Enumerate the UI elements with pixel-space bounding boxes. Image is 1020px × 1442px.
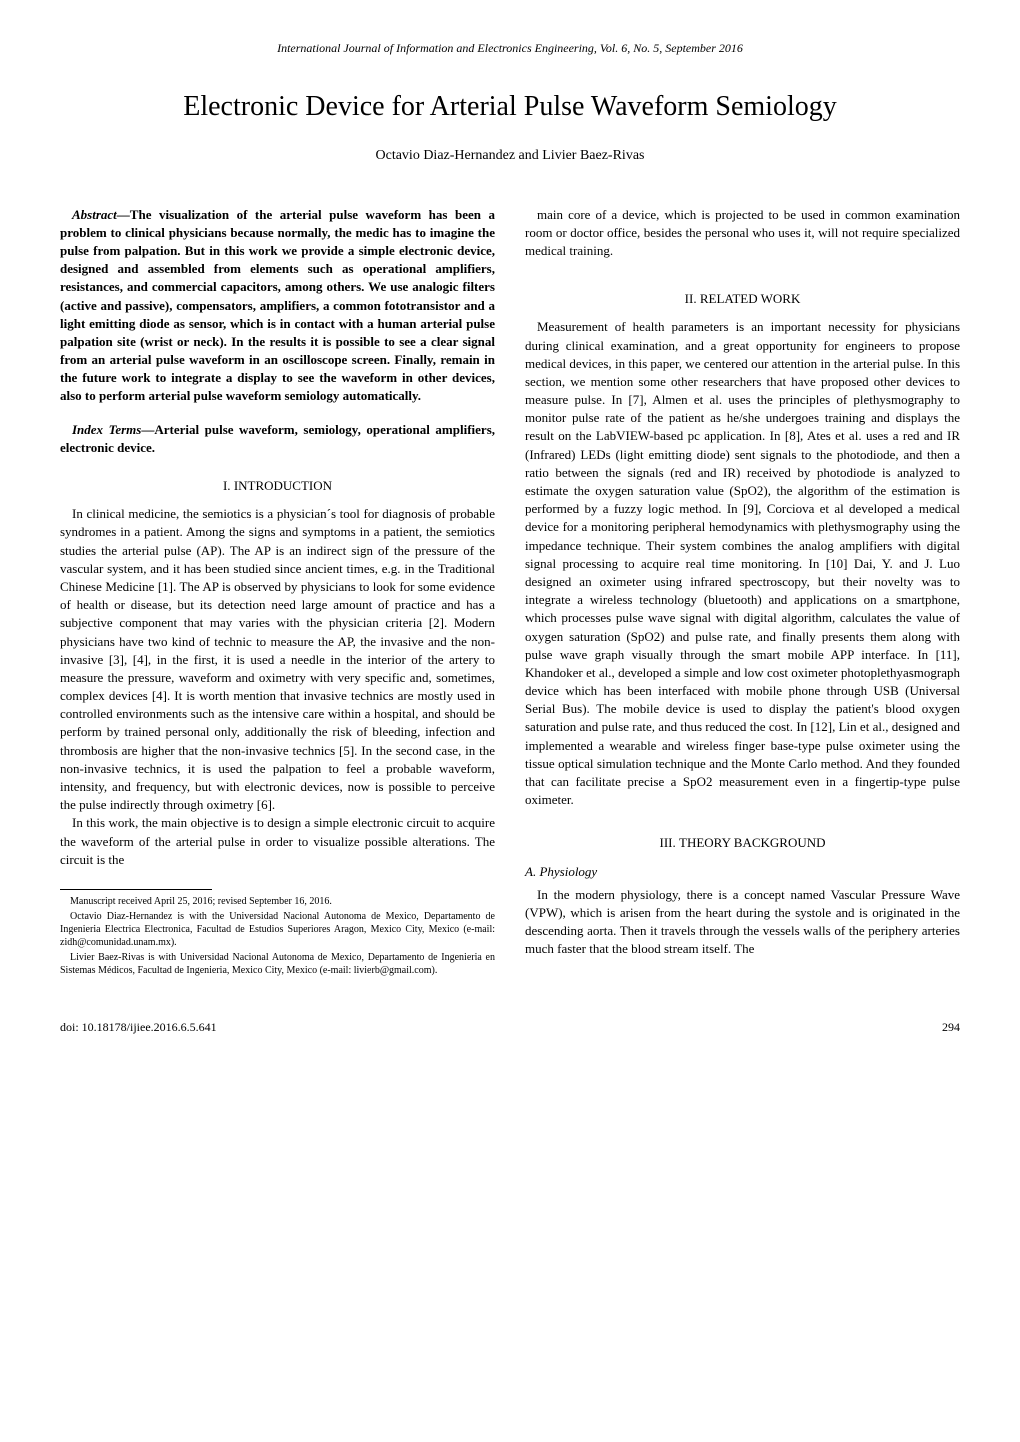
subsection-physiology: A. Physiology (525, 863, 960, 881)
footnote-author2: Livier Baez-Rivas is with Universidad Na… (60, 951, 495, 977)
doi-text: doi: 10.18178/ijiee.2016.6.5.641 (60, 1019, 217, 1036)
page-number: 294 (942, 1019, 960, 1036)
section-theory-heading: III. THEORY BACKGROUND (525, 834, 960, 852)
footnote-manuscript: Manuscript received April 25, 2016; revi… (60, 895, 495, 908)
section-title: INTRODUCTION (234, 478, 332, 493)
paper-title: Electronic Device for Arterial Pulse Wav… (60, 87, 960, 126)
footnote-author1: Octavio Diaz-Hernandez is with the Unive… (60, 910, 495, 949)
journal-header: International Journal of Information and… (60, 40, 960, 57)
authors: Octavio Diaz-Hernandez and Livier Baez-R… (60, 146, 960, 166)
abstract-label: Abstract (72, 207, 117, 222)
right-column: main core of a device, which is projecte… (525, 206, 960, 979)
intro-paragraph-3: main core of a device, which is projecte… (525, 206, 960, 261)
section-intro-heading: I. INTRODUCTION (60, 477, 495, 495)
content-columns: Abstract—The visualization of the arteri… (60, 206, 960, 979)
index-terms-block: Index Terms—Arterial pulse waveform, sem… (60, 421, 495, 457)
section-number: III. (660, 835, 676, 850)
abstract-text: —The visualization of the arterial pulse… (60, 207, 495, 404)
abstract-block: Abstract—The visualization of the arteri… (60, 206, 495, 406)
section-title: RELATED WORK (700, 291, 801, 306)
index-terms-label: Index Terms (72, 422, 141, 437)
footnote-separator (60, 889, 212, 890)
section-title: THEORY BACKGROUND (679, 835, 826, 850)
section-related-heading: II. RELATED WORK (525, 290, 960, 308)
section-number: II. (685, 291, 697, 306)
intro-paragraph-2: In this work, the main objective is to d… (60, 814, 495, 869)
page-footer: doi: 10.18178/ijiee.2016.6.5.641 294 (60, 1019, 960, 1036)
theory-paragraph-1: In the modern physiology, there is a con… (525, 886, 960, 959)
footnotes: Manuscript received April 25, 2016; revi… (60, 895, 495, 977)
related-paragraph-1: Measurement of health parameters is an i… (525, 318, 960, 809)
left-column: Abstract—The visualization of the arteri… (60, 206, 495, 979)
section-number: I. (223, 478, 231, 493)
intro-paragraph-1: In clinical medicine, the semiotics is a… (60, 505, 495, 814)
